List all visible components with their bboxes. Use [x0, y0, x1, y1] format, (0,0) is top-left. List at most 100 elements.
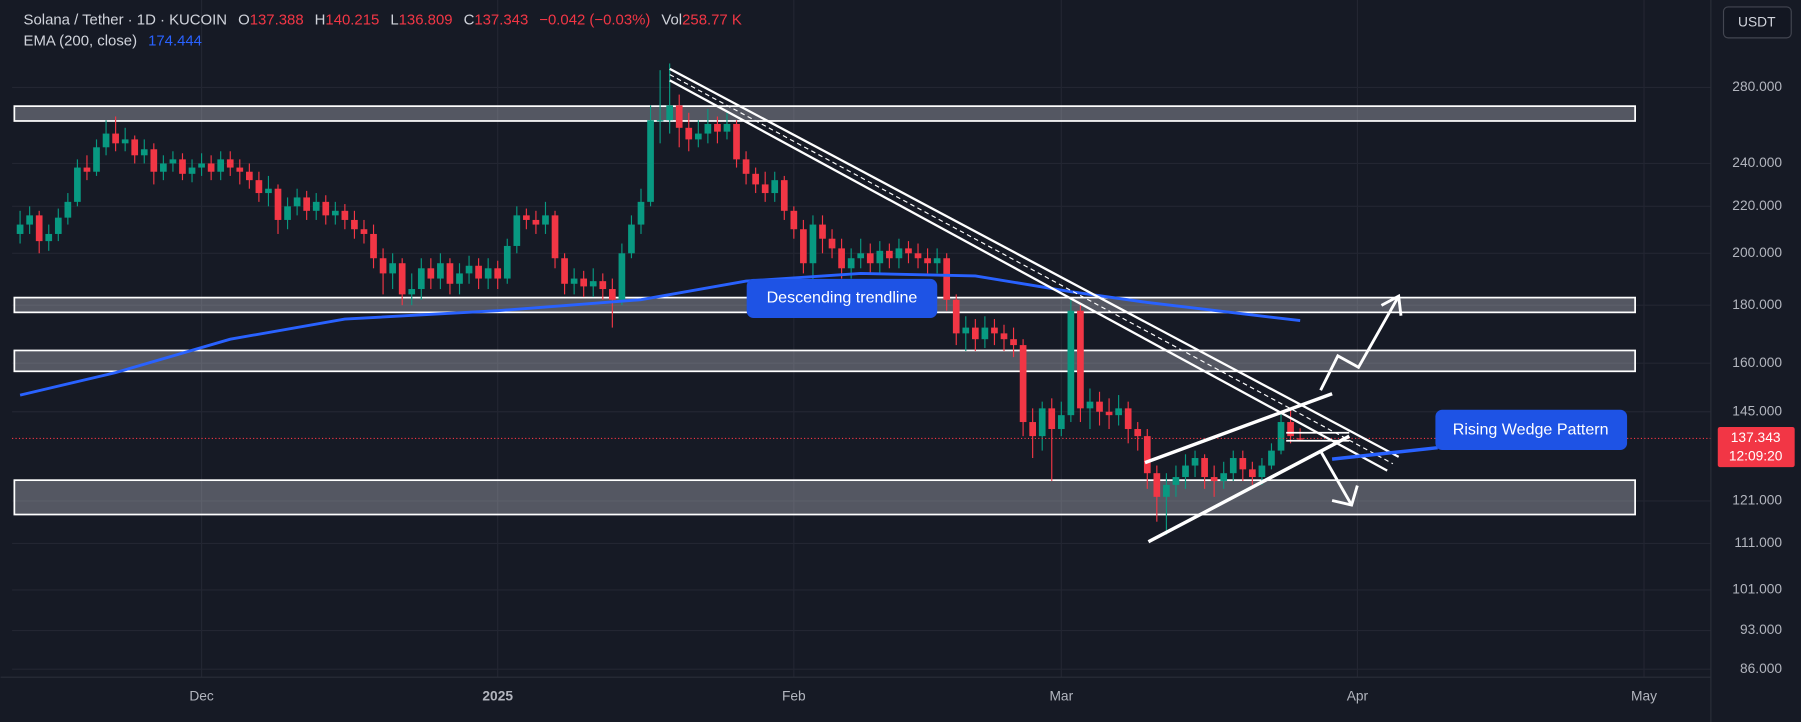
- y-tick-label: 93.000: [1740, 622, 1782, 637]
- volume: 258.77 K: [682, 12, 742, 29]
- candle-body: [914, 253, 922, 259]
- candle-body: [284, 206, 291, 220]
- candle-body: [1239, 458, 1247, 470]
- candle-body: [484, 268, 492, 279]
- indicator: EMA (200, close) 174.444: [24, 32, 202, 49]
- candle-body: [513, 215, 521, 246]
- y-tick-label: 86.000: [1740, 661, 1782, 676]
- candle-body: [828, 238, 836, 249]
- annotation: Descending trendline: [767, 289, 918, 307]
- candle-body: [417, 268, 425, 290]
- candle-body: [666, 105, 674, 121]
- candle-body: [446, 263, 454, 284]
- candle-body: [1143, 436, 1151, 474]
- candle-body: [1229, 458, 1237, 474]
- candle-body: [866, 253, 874, 264]
- candle-body: [838, 248, 845, 269]
- candle-body: [303, 197, 311, 211]
- candle-body: [1153, 473, 1161, 497]
- h-label: H: [315, 12, 326, 29]
- candle-body: [83, 167, 91, 172]
- low: 136.809: [399, 12, 453, 29]
- candle-body: [188, 167, 196, 174]
- ema-line: [19, 271, 1301, 397]
- l-label: L: [390, 12, 398, 29]
- candle-body: [1029, 422, 1036, 437]
- candle-body: [780, 180, 788, 211]
- candle-body: [293, 197, 301, 207]
- candle-body: [1077, 310, 1084, 409]
- callout-box: [746, 278, 938, 318]
- candle-body: [1134, 429, 1142, 437]
- candle-body: [532, 219, 540, 225]
- candle-body: [857, 253, 865, 259]
- candle-body: [742, 159, 750, 174]
- candle-body: [1019, 345, 1027, 423]
- zone: [13, 349, 1636, 373]
- y-tick-label: 111.000: [1734, 535, 1782, 550]
- candle-body: [943, 258, 951, 300]
- candles: [16, 63, 1304, 535]
- countdown: 12:09:20: [1729, 448, 1783, 463]
- candle-body: [1191, 458, 1199, 466]
- last-price-label: 137.343: [1731, 430, 1781, 445]
- candle-body: [379, 258, 387, 274]
- candle-body: [427, 268, 435, 279]
- last-price-box: [1717, 426, 1795, 468]
- currency[interactable]: USDT: [1738, 15, 1776, 30]
- candle-body: [1105, 411, 1113, 416]
- candle-body: [1057, 415, 1065, 430]
- candle-body: [570, 278, 578, 284]
- x-tick-label: Feb: [782, 688, 806, 703]
- y-tick-label: 121.000: [1732, 493, 1782, 508]
- currency-button[interactable]: [1722, 6, 1792, 39]
- candle-body: [809, 224, 817, 264]
- candle-body: [1182, 465, 1189, 478]
- candle-body: [351, 219, 358, 230]
- candle-body: [360, 229, 368, 234]
- candle-body: [1210, 477, 1218, 481]
- candle-body: [628, 224, 635, 254]
- candle-body: [1124, 408, 1132, 430]
- overlay: [12, 271, 1711, 440]
- candle-body: [112, 133, 119, 144]
- y-tick-label: 180.000: [1732, 297, 1782, 312]
- candle-body: [924, 258, 931, 264]
- ema-label: EMA (200, close): [24, 32, 138, 49]
- candle-body: [599, 281, 607, 290]
- candle-body: [1000, 333, 1008, 340]
- trendline: [669, 79, 1388, 472]
- wedge-lower: [1147, 434, 1351, 544]
- candle-body: [160, 163, 167, 172]
- arrow-down: [1319, 450, 1353, 506]
- candle-body: [618, 253, 626, 300]
- header: Solana / Tether · 1D · KUCOIN O137.388 H…: [24, 12, 742, 29]
- candle-body: [714, 124, 721, 132]
- candle-body: [1096, 401, 1103, 412]
- candle-body: [952, 299, 960, 334]
- candle-body: [341, 210, 349, 220]
- candle-body: [790, 210, 798, 230]
- c-label: C: [464, 12, 475, 29]
- candle-body: [494, 268, 502, 279]
- candle-body: [991, 327, 998, 334]
- wedge-upper: [1144, 392, 1333, 465]
- candle-body: [733, 124, 740, 160]
- candle-body: [389, 263, 396, 274]
- candle-body: [1172, 477, 1180, 485]
- candle-body: [723, 124, 731, 132]
- vol-label: Vol: [661, 12, 682, 29]
- drawings: [669, 67, 1438, 544]
- candle-body: [246, 171, 253, 181]
- candle-body: [121, 139, 129, 144]
- close: 137.343: [474, 12, 528, 29]
- candle-body: [1115, 408, 1122, 416]
- arrow-up: [1319, 295, 1400, 391]
- y-tick-label: 145.000: [1732, 403, 1782, 418]
- candle-body: [847, 258, 855, 269]
- candle-body: [1277, 422, 1285, 451]
- candle-body: [140, 149, 148, 156]
- candle-body: [45, 233, 53, 242]
